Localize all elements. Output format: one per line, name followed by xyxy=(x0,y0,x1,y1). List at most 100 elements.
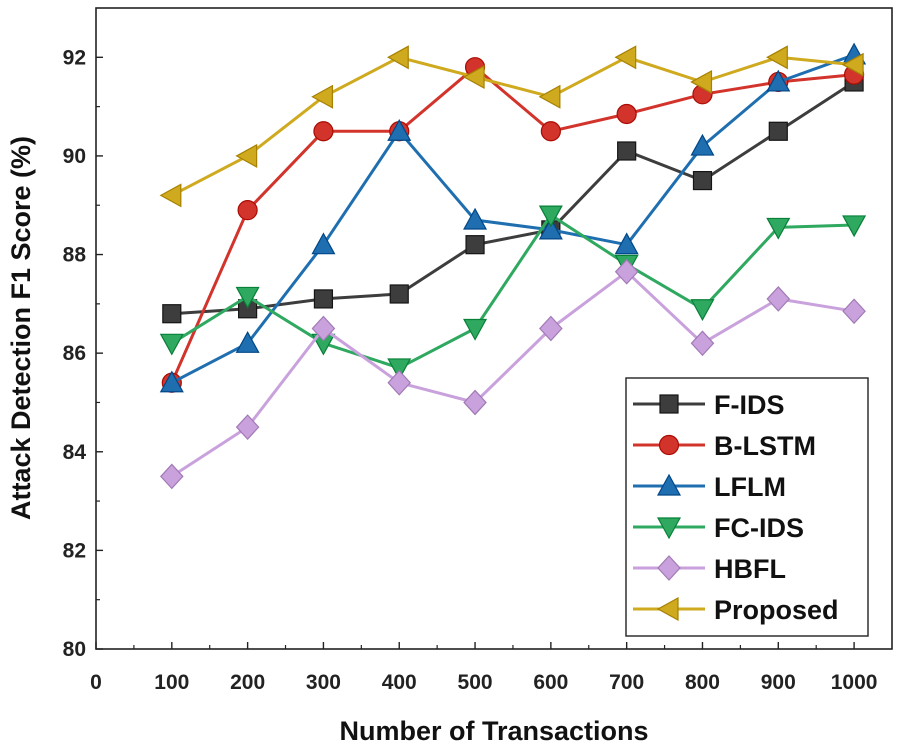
data-point-hbfl xyxy=(539,315,563,342)
y-tick-label: 86 xyxy=(63,342,86,365)
x-tick-label: 1000 xyxy=(831,671,878,694)
series-line-fc-ids xyxy=(171,213,855,370)
data-point-f-ids xyxy=(465,235,485,255)
data-point-fc-ids xyxy=(842,215,867,238)
series-lflm xyxy=(159,42,867,393)
legend-label: LFLM xyxy=(714,472,786,502)
legend-box xyxy=(625,377,869,637)
data-point-proposed xyxy=(235,143,258,168)
data-point-hbfl xyxy=(387,369,412,396)
data-point-proposed xyxy=(386,45,409,70)
data-point-hbfl xyxy=(159,463,184,490)
data-point-f-ids xyxy=(162,304,182,324)
legend-label: FC-IDS xyxy=(714,513,804,543)
data-point-lflm xyxy=(311,232,336,255)
legend-item-b-lstm: B-LSTM xyxy=(633,431,816,461)
x-tick-label: 300 xyxy=(306,671,341,694)
data-point-fc-ids xyxy=(766,217,791,240)
data-point-b-lstm xyxy=(237,200,258,221)
data-point-proposed xyxy=(690,69,713,94)
series-line-b-lstm xyxy=(170,65,855,384)
y-tick-label: 88 xyxy=(63,244,87,267)
y-tick-label: 82 xyxy=(63,539,86,562)
legend-item-proposed: Proposed xyxy=(633,595,839,625)
x-tick-label: 200 xyxy=(230,671,265,694)
data-point-hbfl xyxy=(311,315,336,342)
legend-marker-proposed xyxy=(656,596,679,622)
x-tick-label: 600 xyxy=(533,671,568,694)
legend-marker-f-ids xyxy=(659,394,679,414)
data-point-proposed xyxy=(538,84,561,109)
x-tick-label: 100 xyxy=(154,671,189,694)
x-tick-label: 400 xyxy=(382,671,417,694)
data-point-proposed xyxy=(311,84,334,109)
data-point-b-lstm xyxy=(540,121,561,142)
legend-label: HBFL xyxy=(714,554,786,584)
data-point-lflm xyxy=(159,370,184,393)
y-tick-label: 90 xyxy=(63,145,86,168)
x-tick-label: 800 xyxy=(685,671,720,694)
data-point-f-ids xyxy=(768,121,788,141)
x-axis-title: Number of Transactions xyxy=(339,716,648,746)
data-point-f-ids xyxy=(692,170,713,191)
data-point-fc-ids xyxy=(387,358,412,381)
legend-label: B-LSTM xyxy=(714,431,816,461)
data-point-hbfl xyxy=(766,286,791,312)
data-point-lflm xyxy=(538,217,563,240)
legend-item-hbfl: HBFL xyxy=(633,554,786,584)
x-tick-label: 0 xyxy=(90,671,102,694)
data-point-lflm xyxy=(387,119,412,141)
x-tick-label: 700 xyxy=(609,671,644,694)
y-axis-title: Attack Detection F1 Score (%) xyxy=(6,136,36,520)
legend-item-fc-ids: FC-IDS xyxy=(633,513,804,543)
y-axis: 80 82 84 86 88 90 92 xyxy=(63,46,103,661)
legend-marker-lflm xyxy=(656,473,682,496)
data-point-fc-ids xyxy=(159,333,184,356)
legend-label: F-IDS xyxy=(714,390,785,420)
data-point-fc-ids xyxy=(690,299,715,322)
data-point-f-ids xyxy=(313,289,334,309)
data-point-proposed xyxy=(766,45,788,70)
data-point-hbfl xyxy=(463,389,487,416)
data-point-b-lstm xyxy=(313,121,334,142)
data-point-f-ids xyxy=(617,141,637,161)
data-point-hbfl xyxy=(614,258,639,285)
legend-marker-b-lstm xyxy=(658,434,680,456)
x-axis: 0 100 200 300 400 500 600 700 800 900 1000 xyxy=(90,642,877,694)
legend-item-f-ids: F-IDS xyxy=(633,390,785,420)
data-point-hbfl xyxy=(842,298,866,325)
legend-item-lflm: LFLM xyxy=(633,472,786,502)
data-point-proposed xyxy=(159,183,182,208)
series-proposed xyxy=(159,45,864,208)
data-point-b-lstm xyxy=(616,103,637,125)
series-line-proposed xyxy=(171,55,855,197)
data-point-lflm xyxy=(463,207,488,230)
legend: F-IDS B-LSTM LFLM FC-IDS HBFL Proposed xyxy=(625,377,869,637)
data-point-lflm xyxy=(614,232,639,255)
series-layer xyxy=(159,42,867,490)
legend-marker-fc-ids xyxy=(656,517,682,540)
data-point-hbfl xyxy=(690,330,715,357)
data-point-fc-ids xyxy=(235,286,260,309)
data-point-lflm xyxy=(235,331,260,353)
data-point-f-ids xyxy=(389,284,409,304)
x-tick-label: 500 xyxy=(458,671,493,694)
x-tick-label: 900 xyxy=(761,671,796,694)
series-line-hbfl xyxy=(170,270,855,478)
legend-marker-hbfl xyxy=(657,555,681,581)
legend-label: Proposed xyxy=(714,595,839,625)
data-point-hbfl xyxy=(235,414,260,441)
series-line-lflm xyxy=(171,53,855,385)
series-hbfl xyxy=(159,258,866,490)
data-point-fc-ids xyxy=(463,318,488,341)
y-tick-label: 92 xyxy=(63,46,86,69)
data-point-fc-ids xyxy=(538,205,563,228)
series-line-f-ids xyxy=(171,80,855,316)
data-point-proposed xyxy=(841,52,864,77)
y-tick-label: 80 xyxy=(63,638,86,661)
data-point-lflm xyxy=(690,133,715,156)
y-tick-label: 84 xyxy=(63,441,87,464)
data-point-proposed xyxy=(614,45,637,70)
data-point-lflm xyxy=(766,69,791,92)
